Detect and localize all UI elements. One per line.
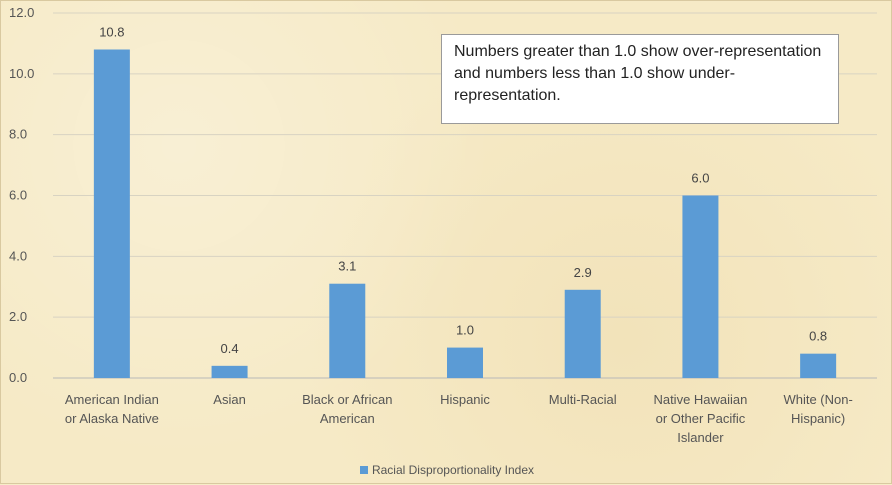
annotation-box: Numbers greater than 1.0 show over-repre… bbox=[441, 34, 839, 124]
data-label: 2.9 bbox=[574, 265, 592, 280]
y-tick-label: 10.0 bbox=[9, 66, 34, 81]
x-tick-label: White (Non- bbox=[783, 392, 852, 407]
bar bbox=[211, 365, 248, 378]
x-tick-label: Hispanic bbox=[440, 392, 490, 407]
x-tick-label: or Alaska Native bbox=[65, 411, 159, 426]
x-tick-label: Multi-Racial bbox=[549, 392, 617, 407]
bar bbox=[800, 353, 837, 378]
x-tick-label: Hispanic) bbox=[791, 411, 845, 426]
legend-swatch bbox=[359, 465, 368, 474]
legend: Racial Disproportionality Index bbox=[1, 462, 892, 477]
y-tick-label: 4.0 bbox=[9, 248, 27, 263]
data-label: 1.0 bbox=[456, 323, 474, 338]
x-tick-label: American bbox=[320, 411, 375, 426]
data-label: 3.1 bbox=[338, 259, 356, 274]
data-label: 6.0 bbox=[691, 171, 709, 186]
x-tick-label: Native Hawaiian bbox=[653, 392, 747, 407]
data-label: 0.8 bbox=[809, 329, 827, 344]
bar bbox=[447, 347, 483, 378]
data-label: 0.4 bbox=[221, 341, 239, 356]
x-tick-label: Asian bbox=[213, 392, 246, 407]
bar bbox=[564, 289, 601, 378]
y-tick-label: 2.0 bbox=[9, 309, 27, 324]
y-tick-label: 12.0 bbox=[9, 5, 34, 20]
data-label: 10.8 bbox=[99, 25, 124, 40]
bar bbox=[682, 195, 719, 378]
y-tick-label: 8.0 bbox=[9, 127, 27, 142]
y-tick-label: 6.0 bbox=[9, 188, 27, 203]
y-tick-label: 0.0 bbox=[9, 370, 27, 385]
x-tick-label: Black or African bbox=[302, 392, 392, 407]
x-tick-label: American Indian bbox=[65, 392, 159, 407]
bar bbox=[329, 283, 366, 378]
x-tick-label: or Other Pacific bbox=[656, 411, 746, 426]
legend-label: Racial Disproportionality Index bbox=[371, 462, 535, 477]
x-tick-label: Islander bbox=[677, 430, 724, 445]
bar bbox=[93, 49, 130, 378]
